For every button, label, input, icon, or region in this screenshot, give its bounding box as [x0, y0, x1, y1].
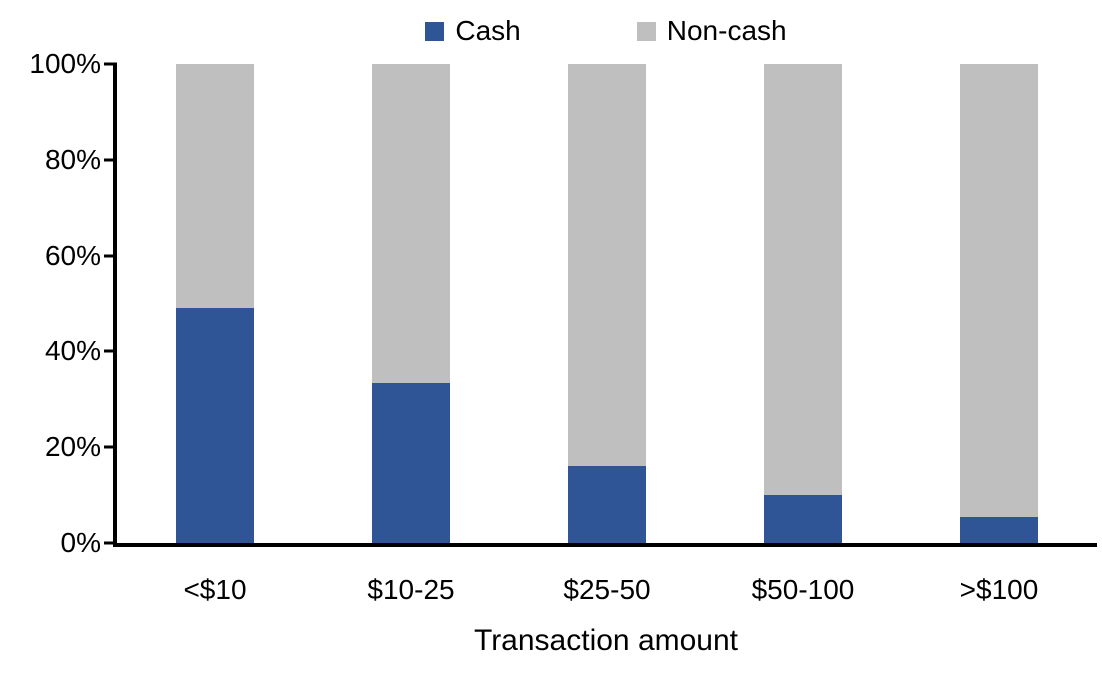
bar-segment-cash — [567, 466, 647, 543]
category-cell-10: <$10 — [117, 64, 313, 604]
legend: Cash Non-cash — [115, 13, 1097, 49]
legend-item-cash: Cash — [425, 15, 521, 46]
bar-segment-cash — [175, 308, 255, 543]
legend-label-non-cash: Non-cash — [666, 15, 787, 46]
legend-item-non-cash: Non-cash — [636, 15, 787, 46]
bar-segment-non-cash — [763, 64, 843, 496]
category-cell-100: >$100 — [901, 64, 1097, 604]
x-tick-label: $25-50 — [563, 574, 651, 605]
bar-segment-non-cash — [175, 64, 255, 309]
legend-label-cash: Cash — [455, 15, 521, 46]
x-tick-label: >$100 — [959, 574, 1039, 605]
y-axis-tick — [104, 349, 117, 353]
bar-segment-non-cash — [959, 64, 1039, 517]
y-axis-tick — [104, 254, 117, 258]
bar-segment-non-cash — [371, 64, 451, 383]
plot-area: 0% 20% 40% 60% 80% 100% <$10 $10-25 $25-50 $50-10… — [29, 50, 1097, 604]
x-tick-label: $10-25 — [367, 574, 455, 605]
y-tick-label: 100% — [29, 48, 101, 79]
y-axis-tick — [104, 158, 117, 162]
y-axis-tick — [104, 445, 117, 449]
category-cell-25-50: $25-50 — [509, 64, 705, 604]
bar-segment-non-cash — [567, 64, 647, 467]
y-axis-tick — [104, 541, 117, 545]
category-cell-50-100: $50-100 — [705, 64, 901, 604]
y-tick-label: 60% — [44, 239, 101, 271]
y-tick-label: 0% — [60, 527, 101, 558]
y-tick-label: 20% — [44, 431, 101, 463]
bar-stack-10 — [175, 64, 255, 543]
x-axis-title: Transaction amount — [473, 624, 739, 657]
category-cell-10-25: $10-25 — [313, 64, 509, 604]
legend-swatch-cash — [425, 21, 445, 41]
bar-stack-50-100 — [763, 64, 843, 543]
legend-swatch-non-cash — [636, 21, 656, 41]
bar-segment-cash — [763, 495, 843, 543]
bar-stack-100 — [959, 64, 1039, 543]
bar-segment-cash — [959, 516, 1039, 543]
bar-segment-cash — [371, 382, 451, 543]
bar-stack-10-25 — [371, 64, 451, 543]
y-tick-label: 40% — [44, 335, 101, 367]
x-tick-label: <$10 — [183, 574, 247, 605]
y-axis-tick — [104, 62, 117, 66]
y-tick-label: 80% — [44, 143, 101, 175]
x-tick-label: $50-100 — [751, 574, 855, 605]
bar-stack-25-50 — [567, 64, 647, 543]
